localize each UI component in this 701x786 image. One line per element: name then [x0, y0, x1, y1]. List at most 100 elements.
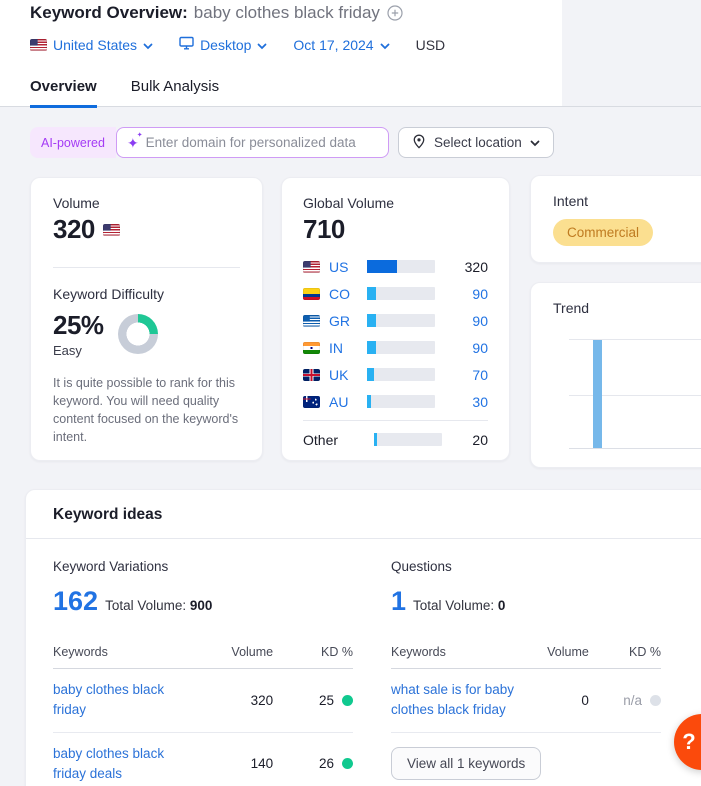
- country-volume-row: IN 90: [303, 334, 488, 361]
- country-volume-row: CO 90: [303, 280, 488, 307]
- keyword-variations-section: Keyword Variations 162 Total Volume: 900…: [53, 559, 353, 786]
- questions-section: Questions 1 Total Volume: 0 Keywords Vol…: [391, 559, 661, 780]
- tabs: Overview Bulk Analysis: [30, 78, 219, 108]
- global-volume-card: Global Volume 710 US 320 CO 90 GR 90 IN …: [281, 177, 510, 461]
- personalization-toolbar: AI-powered ✦✦ Select location: [30, 127, 554, 158]
- us-flag-icon: [30, 38, 47, 51]
- country-volume-value[interactable]: 70: [472, 366, 488, 383]
- variations-label: Keyword Variations: [53, 559, 169, 574]
- keyword-link[interactable]: what sale is for baby clothes black frid…: [391, 682, 515, 718]
- column-header-kd: KD %: [273, 639, 353, 669]
- country-code-link[interactable]: US: [329, 258, 349, 275]
- kd-cell: n/a: [623, 692, 642, 708]
- au-flag-icon: [303, 395, 320, 408]
- table-row: baby clothes black friday deals 140 26: [53, 732, 353, 786]
- country-volume-value[interactable]: 90: [472, 339, 488, 356]
- kd-value: 25%: [53, 310, 104, 340]
- questions-count[interactable]: 1: [391, 586, 407, 616]
- date-selector-label: Oct 17, 2024: [293, 36, 374, 53]
- volume-bar: [374, 433, 442, 446]
- trend-bar: [593, 340, 602, 448]
- card-divider: [303, 420, 488, 421]
- kd-gauge: [117, 314, 158, 354]
- keyword-ideas-card: Keyword ideas Keyword Variations 162 Tot…: [25, 489, 701, 786]
- sparkle-icon: ✦ ✦: [126, 131, 143, 151]
- country-volume-row: UK 70: [303, 361, 488, 388]
- page-title-keyword: baby clothes black friday: [193, 3, 380, 22]
- questions-total: Total Volume: 0: [413, 598, 506, 613]
- tab-bulk-analysis[interactable]: Bulk Analysis: [130, 78, 220, 95]
- global-volume-title: Global Volume: [303, 195, 395, 211]
- country-volume-value: 320: [464, 258, 488, 275]
- other-volume-row: Other 20: [303, 426, 488, 453]
- select-location-label: Select location: [433, 135, 522, 150]
- global-volume-value: 710: [303, 214, 345, 244]
- variations-table: Keywords Volume KD % baby clothes black …: [53, 639, 353, 786]
- country-volume-value[interactable]: 30: [472, 393, 488, 410]
- us-flag-icon: [102, 223, 120, 236]
- us-flag-icon: [303, 260, 320, 273]
- view-all-keywords-button[interactable]: View all 1 keywords: [391, 746, 542, 780]
- device-selector[interactable]: Desktop: [179, 36, 267, 53]
- chevron-down-icon: [380, 37, 390, 53]
- trend-title: Trend: [553, 300, 590, 316]
- volume-bar: [367, 260, 435, 273]
- country-code-link[interactable]: GR: [329, 312, 350, 329]
- intent-badge: Commercial: [553, 219, 654, 246]
- volume-bar: [367, 395, 435, 408]
- country-volume-value[interactable]: 90: [472, 285, 488, 302]
- country-volume-value[interactable]: 90: [472, 312, 488, 329]
- currency-label: USD: [415, 36, 446, 53]
- in-flag-icon: [303, 341, 320, 354]
- intent-card: Intent Commercial: [530, 175, 701, 263]
- country-selector-label: United States: [53, 36, 138, 53]
- volume-bar: [367, 368, 435, 381]
- country-volume-row: GR 90: [303, 307, 488, 334]
- volume-card: Volume 320 Keyword Difficulty 25% Easy I…: [30, 177, 263, 461]
- keyword-ideas-title: Keyword ideas: [53, 506, 163, 523]
- chevron-down-icon: [143, 37, 153, 53]
- location-pin-icon: [412, 134, 426, 152]
- kd-cell: 26: [318, 756, 334, 772]
- volume-cell: 320: [196, 668, 274, 733]
- other-label: Other: [303, 431, 339, 448]
- tab-overview[interactable]: Overview: [30, 78, 97, 108]
- keyword-link[interactable]: baby clothes black friday: [53, 682, 165, 718]
- questions-label: Questions: [391, 559, 452, 574]
- country-code-link[interactable]: IN: [329, 339, 343, 356]
- variations-count[interactable]: 162: [53, 586, 99, 616]
- gridline: [569, 395, 701, 396]
- date-selector[interactable]: Oct 17, 2024: [293, 37, 389, 53]
- column-header-volume: Volume: [196, 639, 274, 669]
- table-row: baby clothes black friday 320 25: [53, 668, 353, 733]
- country-code-link[interactable]: CO: [329, 285, 350, 302]
- desktop-icon: [179, 36, 194, 53]
- volume-cell: 0: [518, 668, 589, 733]
- select-location-dropdown[interactable]: Select location: [397, 127, 554, 158]
- volume-value: 320: [53, 214, 95, 244]
- header-background: [0, 0, 562, 107]
- domain-input[interactable]: [145, 135, 378, 150]
- country-code-link[interactable]: AU: [329, 393, 349, 410]
- kd-title: Keyword Difficulty: [53, 286, 165, 302]
- keyword-link[interactable]: baby clothes black friday deals: [53, 745, 165, 781]
- volume-title: Volume: [53, 195, 100, 211]
- column-header-keywords: Keywords: [53, 639, 197, 669]
- country-volume-row: AU 30: [303, 388, 488, 415]
- trend-card: Trend: [530, 282, 701, 468]
- ai-powered-badge: AI-powered: [30, 127, 116, 158]
- volume-cell: 140: [196, 732, 274, 786]
- kd-green-dot-icon: [342, 758, 353, 770]
- add-keyword-icon[interactable]: [387, 5, 403, 26]
- kd-description: It is quite possible to rank for this ke…: [53, 376, 239, 445]
- other-volume-value: 20: [472, 431, 488, 448]
- volume-bar: [367, 314, 435, 327]
- country-code-link[interactable]: UK: [329, 366, 349, 383]
- kd-cell: 25: [318, 692, 334, 708]
- country-selector[interactable]: United States: [30, 37, 153, 53]
- ai-domain-group: AI-powered ✦ ✦: [30, 127, 389, 158]
- filter-bar: United States Desktop Oct 17, 2024 USD: [30, 36, 445, 53]
- page-title-label: Keyword Overview:: [30, 3, 188, 22]
- trend-chart: [569, 339, 701, 449]
